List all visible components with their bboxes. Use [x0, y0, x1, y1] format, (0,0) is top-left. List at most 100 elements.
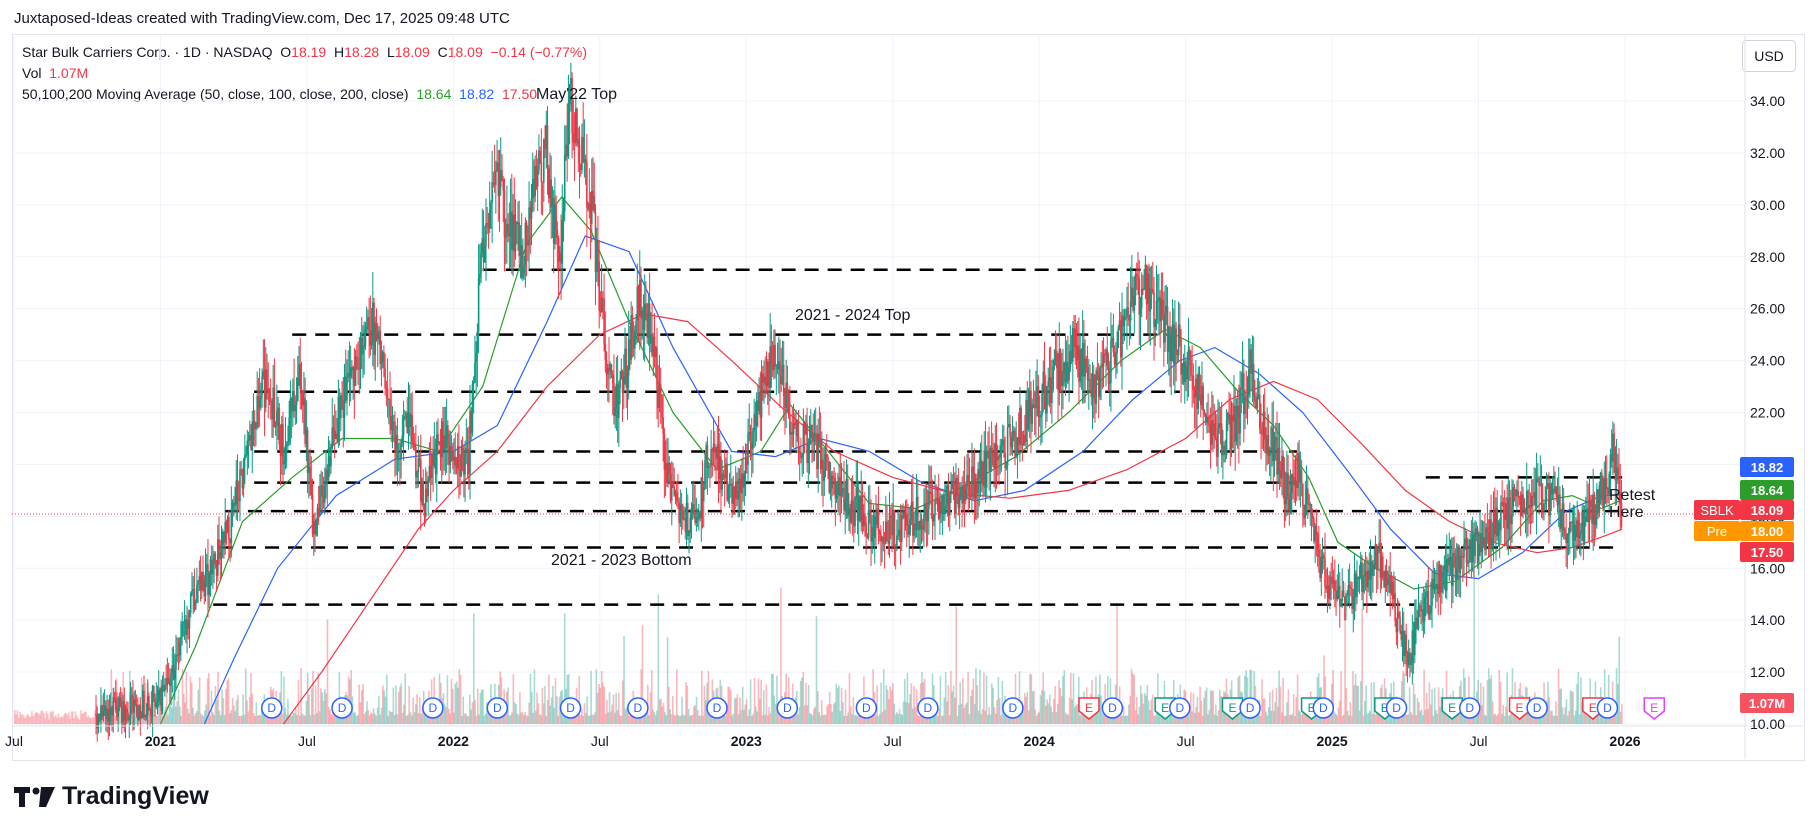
volume-bar: [1354, 673, 1357, 724]
currency-button[interactable]: USD: [1742, 40, 1796, 72]
candle-body: [945, 505, 947, 509]
dividend-marker-icon[interactable]: D: [1596, 697, 1619, 719]
candle-body: [1181, 363, 1184, 375]
candle-body: [646, 313, 648, 338]
candle-body: [201, 571, 203, 591]
volume-bar: [699, 715, 702, 724]
candle-body: [588, 203, 591, 210]
volume-bar: [1565, 699, 1568, 724]
volume-bar: [250, 672, 252, 724]
volume-label[interactable]: Vol: [22, 65, 42, 81]
volume-bar: [1465, 713, 1468, 724]
ma-label[interactable]: 50,100,200 Moving Average (50, close, 10…: [22, 86, 409, 102]
candle-body: [137, 715, 139, 720]
volume-bar: [140, 677, 143, 724]
candle-body: [1005, 465, 1008, 469]
candle-body: [869, 509, 871, 517]
volume-bar: [400, 683, 403, 724]
earnings-marker-icon[interactable]: E: [1508, 697, 1531, 720]
volume-bar: [458, 669, 461, 724]
candle-body: [635, 320, 637, 334]
price-badge-value: 18.00: [1751, 524, 1784, 539]
earnings-marker-icon[interactable]: E: [1078, 697, 1100, 720]
candle-body: [125, 708, 128, 713]
candle-body: [477, 277, 480, 332]
dividend-marker-icon[interactable]: D: [1169, 697, 1191, 719]
dividend-marker-icon[interactable]: D: [627, 697, 649, 719]
volume-bar: [762, 690, 765, 724]
candle-body: [1033, 405, 1036, 409]
dividend-marker-icon[interactable]: D: [261, 697, 283, 719]
candle-body: [732, 486, 735, 504]
candle-body: [688, 532, 690, 536]
volume-bar: [971, 689, 973, 724]
candle-body: [1241, 373, 1244, 390]
dividend-marker-icon[interactable]: D: [1239, 697, 1261, 719]
volume-bar: [1054, 686, 1056, 724]
candle-body: [1455, 568, 1458, 579]
volume-bar: [509, 715, 512, 724]
dividend-marker-icon[interactable]: D: [1101, 697, 1124, 719]
dividend-marker-icon[interactable]: D: [1459, 697, 1481, 719]
dividend-marker-icon[interactable]: D: [776, 697, 799, 719]
candle-body: [391, 423, 394, 431]
candle-body: [240, 469, 242, 471]
dividend-marker-icon[interactable]: D: [1002, 697, 1024, 719]
volume-bar: [748, 709, 751, 724]
symbol-name[interactable]: Star Bulk Carriers Corp. · 1D · NASDAQ: [22, 44, 273, 60]
volume-bar: [669, 709, 671, 724]
volume-bar: [322, 700, 325, 724]
volume-bar: [840, 687, 843, 724]
dividend-marker-icon[interactable]: D: [917, 697, 939, 719]
candle-body: [1236, 405, 1239, 418]
candle-body: [1543, 503, 1545, 512]
volume-bar: [1154, 715, 1157, 724]
earnings-marker-icon[interactable]: E: [1441, 697, 1463, 720]
earnings-marker-icon[interactable]: E: [1643, 697, 1666, 720]
candle-body: [973, 472, 976, 499]
volume-bar: [465, 713, 467, 724]
dividend-marker-icon[interactable]: D: [706, 697, 728, 719]
candle-body: [1208, 424, 1211, 426]
dividend-marker-icon[interactable]: D: [1385, 697, 1408, 719]
candle-body: [915, 496, 918, 531]
dividend-marker-icon[interactable]: D: [331, 697, 353, 719]
volume-bar: [902, 701, 905, 724]
volume-bar: [1487, 668, 1490, 724]
candle-body: [440, 421, 443, 458]
dividend-marker-icon[interactable]: D: [422, 697, 444, 719]
earnings-marker-icon[interactable]: E: [1154, 697, 1176, 720]
dividend-marker-icon[interactable]: D: [1312, 697, 1335, 719]
dividend-marker-icon[interactable]: D: [855, 697, 878, 719]
candle-body: [1587, 508, 1590, 523]
volume-bar: [372, 708, 375, 724]
candle-body: [1135, 273, 1138, 276]
candle-body: [964, 488, 967, 501]
candle-body: [797, 436, 800, 454]
dividend-marker-icon[interactable]: D: [559, 697, 582, 719]
volume-bar: [752, 713, 755, 724]
candle-body: [1530, 496, 1533, 507]
candle-body: [843, 488, 845, 511]
volume-bar: [811, 715, 814, 724]
volume-bar: [395, 685, 397, 724]
candle-body: [636, 286, 639, 321]
candle-body: [139, 704, 142, 719]
dividend-marker-icon[interactable]: D: [486, 697, 509, 719]
tradingview-logo[interactable]: TradingView: [14, 782, 209, 811]
earnings-marker-icon[interactable]: E: [1221, 697, 1244, 720]
svg-text:D: D: [267, 701, 276, 715]
svg-text:E: E: [1448, 701, 1456, 715]
dividend-marker-icon[interactable]: D: [1526, 697, 1548, 719]
volume-bar: [993, 707, 996, 724]
candle-body: [1015, 450, 1018, 457]
candle-body: [1342, 590, 1345, 597]
volume-bar: [977, 710, 980, 724]
volume-bar: [619, 715, 621, 724]
volume-bar: [32, 716, 35, 724]
candle-body: [1366, 571, 1368, 588]
candle-body: [156, 700, 159, 703]
earnings-marker-icon[interactable]: E: [1582, 697, 1604, 720]
volume-bar: [586, 696, 588, 724]
